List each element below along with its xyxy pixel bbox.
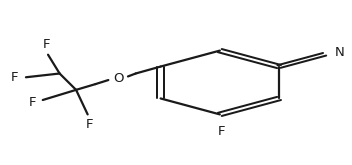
Text: F: F (43, 38, 50, 51)
Text: O: O (113, 72, 124, 85)
Text: N: N (334, 46, 344, 59)
Text: F: F (29, 97, 36, 109)
Text: F: F (11, 71, 18, 84)
Text: F: F (86, 118, 93, 131)
Text: F: F (218, 125, 225, 138)
